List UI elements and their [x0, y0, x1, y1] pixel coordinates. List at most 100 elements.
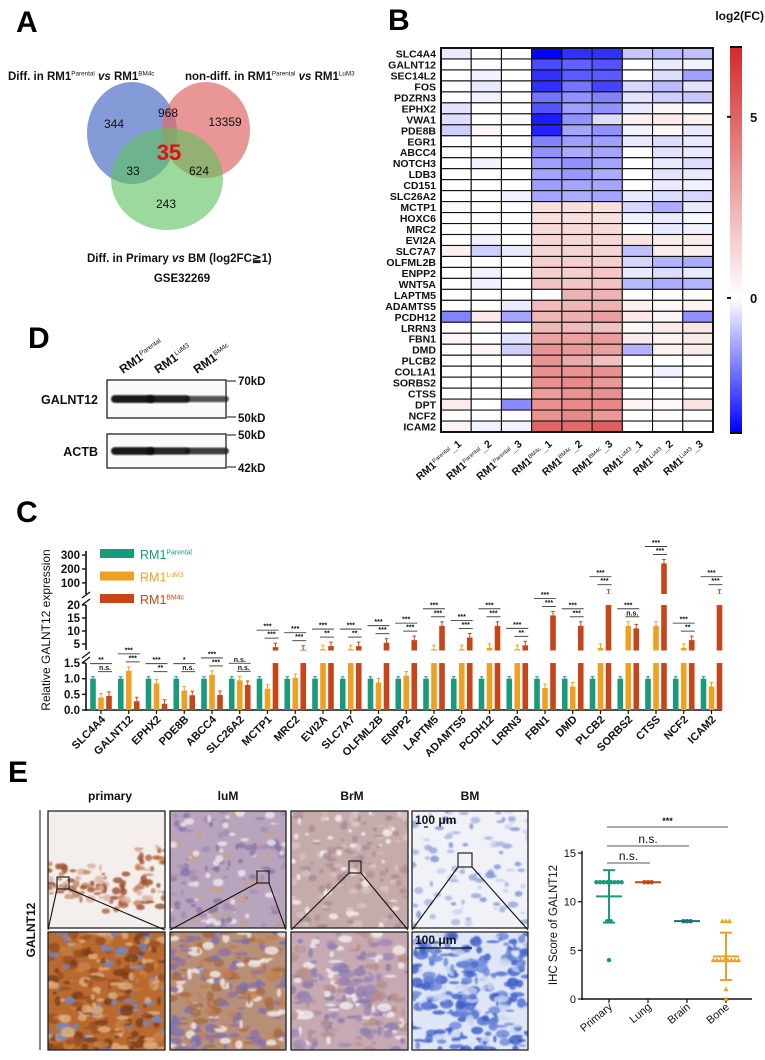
heatmap-cell	[652, 201, 684, 214]
tissue-blob	[335, 988, 347, 993]
y-tick-label: 0.0	[64, 705, 80, 717]
venn-count-red-only: 13359	[208, 115, 242, 129]
tissue-blob	[412, 820, 420, 828]
data-point	[719, 918, 725, 924]
heatmap-cell	[440, 135, 472, 148]
tissue-blob	[96, 988, 101, 995]
tissue-blob	[177, 991, 192, 997]
significance-label: ***	[374, 619, 382, 626]
tissue-blob	[516, 998, 526, 1008]
heatmap-cell	[561, 332, 593, 345]
tissue-blob	[375, 972, 382, 983]
heatmap-cell	[652, 91, 684, 104]
tissue-blob	[503, 942, 509, 946]
heatmap-cell	[440, 233, 472, 247]
heatmap-cell	[440, 420, 472, 433]
tissue-blob	[217, 924, 227, 928]
ihc-image-low-magnification	[169, 810, 287, 929]
tissue-blob	[461, 958, 470, 961]
heatmap-cell	[500, 409, 533, 422]
bar	[458, 644, 465, 710]
heatmap-cell	[652, 376, 684, 389]
tissue-blob	[322, 852, 332, 860]
tissue-blob	[304, 906, 310, 914]
heatmap-cell	[591, 146, 623, 159]
significance-label: n.s.	[234, 657, 246, 664]
bar	[228, 676, 235, 710]
bar-segment	[688, 640, 695, 651]
tissue-blob	[340, 822, 348, 830]
tissue-blob	[114, 1036, 120, 1039]
tissue-blob	[141, 868, 152, 871]
bar-segment	[561, 678, 568, 710]
bar	[173, 676, 180, 710]
tissue-blob	[225, 982, 229, 989]
blot-protein-label: GALNT12	[41, 393, 98, 407]
tissue-blob	[325, 1003, 336, 1007]
panel-label-c: C	[16, 496, 38, 529]
tissue-blob	[501, 817, 506, 822]
image-border	[169, 810, 287, 929]
bar-segment	[328, 646, 334, 651]
heatmap-row-label: HOXC6	[400, 213, 436, 225]
y-tick-label: 5	[74, 639, 81, 651]
bar-segment	[403, 675, 410, 710]
tissue-blob	[420, 1001, 435, 1011]
heatmap-row-label: PDZRN3	[394, 92, 436, 104]
image-border	[47, 931, 166, 1051]
tissue-blob	[261, 923, 266, 928]
heatmap-cell	[591, 69, 623, 82]
bar-segment	[550, 663, 556, 710]
axis-break-mark	[81, 651, 91, 659]
text-segment: vs	[172, 253, 185, 265]
tissue-blob	[189, 874, 199, 882]
tissue-blob	[226, 867, 230, 871]
bar-segment	[645, 678, 651, 710]
tissue-blob	[481, 1015, 489, 1022]
heatmap-cell	[591, 409, 623, 422]
tissue-blob	[320, 1031, 336, 1038]
heatmap-cell	[682, 124, 714, 137]
tissue-blob	[460, 1031, 464, 1038]
tissue-blob	[430, 941, 441, 945]
heatmap-cell	[621, 343, 654, 356]
heatmap-cell	[500, 69, 533, 82]
tissue-blob	[111, 1042, 121, 1050]
tissue-blob	[425, 1033, 433, 1043]
heatmap-cell	[440, 299, 472, 312]
bar-segment	[355, 663, 362, 710]
tissue-blob	[394, 864, 399, 872]
tissue-blob	[365, 870, 375, 879]
heatmap-cell	[652, 157, 684, 170]
tissue-blob	[415, 1041, 421, 1050]
tissue-blob	[117, 902, 129, 909]
tissue-blob	[291, 858, 296, 863]
heatmap-cell	[682, 80, 714, 93]
tissue-blob	[180, 969, 189, 972]
tissue-blob	[279, 976, 286, 981]
heatmap-row-label: MCTP1	[400, 202, 436, 214]
tissue-blob	[346, 919, 355, 925]
tissue-blob	[141, 894, 149, 902]
tissue-blob	[397, 954, 408, 965]
tissue-blob	[170, 841, 178, 848]
tissue-blob	[141, 958, 155, 963]
tissue-blob	[330, 866, 337, 874]
heatmap-cell	[561, 387, 593, 400]
tissue-blob	[234, 951, 249, 957]
heatmap-cell	[621, 58, 654, 71]
tissue-blob	[71, 890, 81, 898]
tissue-blob	[155, 844, 159, 850]
tissue-blob	[468, 993, 477, 1000]
heatmap-row-label: ABCC4	[400, 147, 436, 159]
bar-segment	[653, 663, 659, 710]
bar-segment	[117, 678, 124, 710]
tissue-blob	[457, 991, 465, 994]
heatmap-cell	[591, 398, 623, 411]
tissue-blob	[181, 881, 186, 885]
heatmap-cell	[440, 354, 472, 367]
heatmap-row-label: ADAMTS5	[385, 301, 436, 313]
heatmap-row-label: SEC14L2	[390, 70, 436, 82]
heatmap-cell	[652, 354, 684, 367]
tissue-blob	[83, 1037, 98, 1043]
